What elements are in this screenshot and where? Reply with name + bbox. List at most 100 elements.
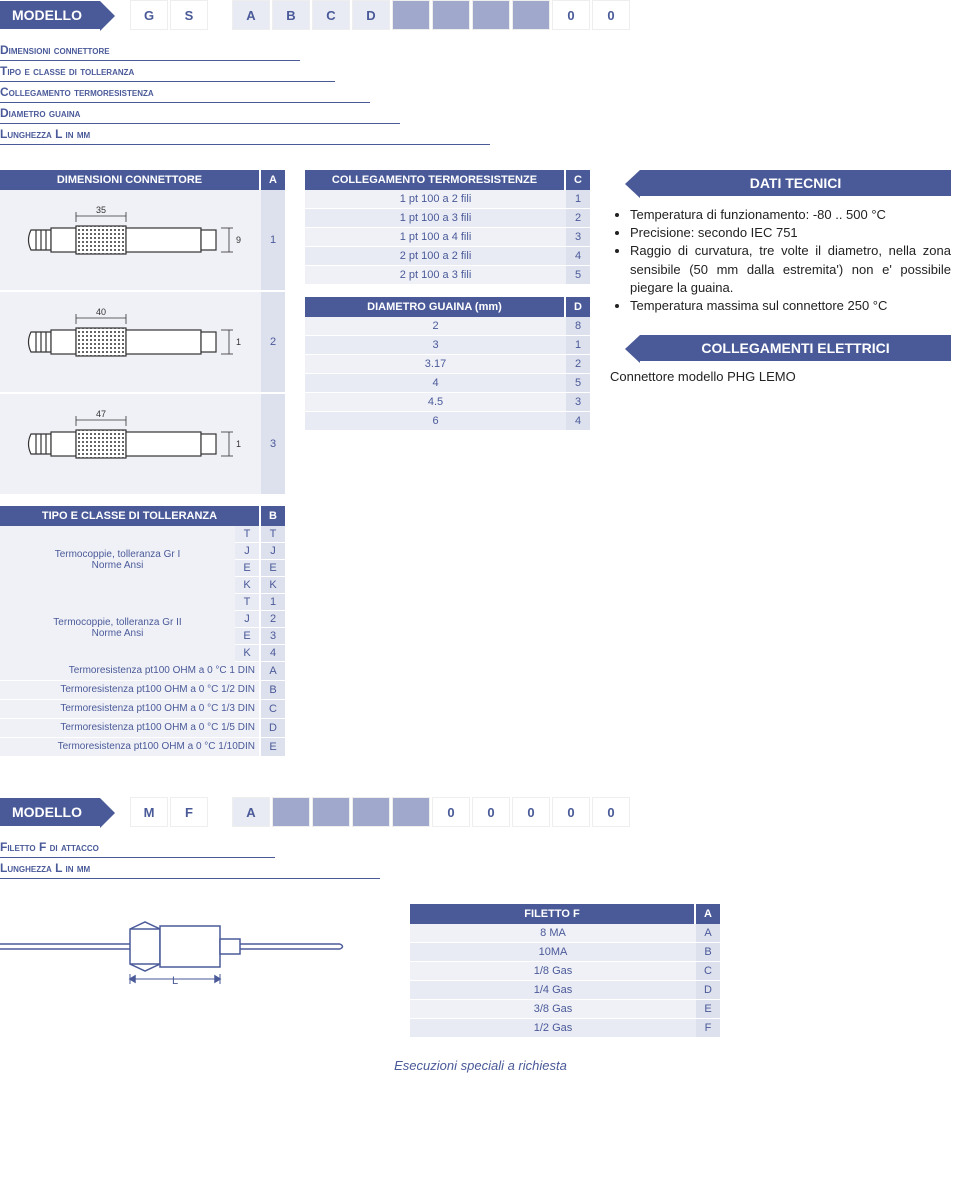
tol-type: J [235, 611, 259, 628]
bullet-item: Raggio di curvatura, tre volte il diamet… [630, 242, 951, 297]
legend-item: Lunghezza L in mm [0, 858, 380, 879]
tol-header: TIPO E CLASSE DI TOLLERANZA B [0, 506, 285, 526]
model-label: MODELLO [0, 1, 100, 29]
svg-text:40: 40 [95, 307, 105, 317]
model-cell: C [312, 0, 350, 30]
tol-single-row: Termoresistenza pt100 OHM a 0 °C 1 DINA [0, 662, 285, 681]
tol-row: KK [235, 577, 285, 594]
table-row: 1 pt 100 a 3 fili2 [305, 209, 590, 228]
dati-tecnici-list: Temperatura di funzionamento: -80 .. 500… [610, 196, 951, 335]
svg-text:35: 35 [95, 205, 105, 215]
filetto-header: FILETTO F A [410, 904, 720, 924]
table-code: 8 [566, 317, 590, 336]
conn-code: 3 [261, 394, 285, 494]
bullet-item: Precisione: secondo IEC 751 [630, 224, 951, 242]
bullet-item: Temperatura di funzionamento: -80 .. 500… [630, 206, 951, 224]
tol-single-row: Termoresistenza pt100 OHM a 0 °C 1/2 DIN… [0, 681, 285, 700]
model-cell [472, 0, 510, 30]
model-cells-1: GSABCD00 [130, 0, 630, 30]
table-value: 3 [305, 336, 566, 355]
tol-code: J [261, 543, 285, 560]
table-row: 4.53 [305, 393, 590, 412]
table-value: 3/8 Gas [410, 1000, 696, 1019]
table-value: 10MA [410, 943, 696, 962]
footer-note: Esecuzioni speciali a richiesta [0, 1058, 961, 1073]
table-row: 45 [305, 374, 590, 393]
table-value: 2 pt 100 a 2 fili [305, 247, 566, 266]
model-cells-2: MFA00000 [130, 797, 630, 827]
tol-header-text: TIPO E CLASSE DI TOLLERANZA [0, 506, 259, 526]
fitting-diagram: L [0, 904, 350, 989]
model-cell: 0 [432, 797, 470, 827]
tol-code: K [261, 577, 285, 594]
tol-row: EE [235, 560, 285, 577]
connector-diagram: 35 9,5 [21, 200, 241, 280]
table-value: 1 pt 100 a 3 fili [305, 209, 566, 228]
table-row: 3/8 GasE [410, 1000, 720, 1019]
table-row: 1/4 GasD [410, 981, 720, 1000]
table-row: 31 [305, 336, 590, 355]
tol-single-code: A [261, 662, 285, 681]
table-value: 1 pt 100 a 2 fili [305, 190, 566, 209]
table-row: 28 [305, 317, 590, 336]
legend-item: Dimensioni connettore [0, 40, 300, 61]
colleg-header-text: COLLEGAMENTO TERMORESISTENZE [305, 170, 564, 190]
table-row: 3.172 [305, 355, 590, 374]
tol-single-row: Termoresistenza pt100 OHM a 0 °C 1/5 DIN… [0, 719, 285, 738]
tol-row: J2 [235, 611, 285, 628]
table-row: 2 pt 100 a 3 fili5 [305, 266, 590, 285]
tol-type: E [235, 560, 259, 577]
tol-code: 1 [261, 594, 285, 611]
table-code: 4 [566, 412, 590, 431]
conn-row: 35 9,5 1 [0, 190, 285, 290]
table-code: 2 [566, 355, 590, 374]
table-code: 2 [566, 209, 590, 228]
legend-item: Filetto F di attacco [0, 837, 275, 858]
tol-body: Termocoppie, tolleranza Gr INorme AnsiTT… [0, 526, 285, 757]
tol-group: Termocoppie, tolleranza Gr INorme AnsiTT… [0, 526, 285, 594]
tol-code: 3 [261, 628, 285, 645]
conn-code: 1 [261, 190, 285, 290]
table-code: 5 [566, 374, 590, 393]
model-cell: A [232, 0, 270, 30]
tol-single-label: Termoresistenza pt100 OHM a 0 °C 1/10DIN [0, 738, 259, 757]
table-value: 4.5 [305, 393, 566, 412]
model-cell: F [170, 797, 208, 827]
model-cell: B [272, 0, 310, 30]
bullet-item: Temperatura massima sul connettore 250 °… [630, 297, 951, 315]
model-cell: 0 [552, 0, 590, 30]
tol-group: Termocoppie, tolleranza Gr IINorme AnsiT… [0, 594, 285, 662]
table-code: 3 [566, 393, 590, 412]
model-cell [392, 797, 430, 827]
legend-item: Tipo e classe di tolleranza [0, 61, 335, 82]
model-cell [512, 0, 550, 30]
svg-text:L: L [172, 975, 178, 987]
model-cell [352, 797, 390, 827]
model-cell: M [130, 797, 168, 827]
dim-conn-header-text: DIMENSIONI CONNETTORE [0, 170, 259, 190]
svg-text:47: 47 [95, 409, 105, 419]
diam-header-code: D [566, 297, 590, 317]
table-row: 1/2 GasF [410, 1019, 720, 1038]
table-value: 1/4 Gas [410, 981, 696, 1000]
diam-header-text: DIAMETRO GUAINA (mm) [305, 297, 564, 317]
table-value: 3.17 [305, 355, 566, 374]
dim-conn-header-code: A [261, 170, 285, 190]
colleg-table: 1 pt 100 a 2 fili11 pt 100 a 3 fili21 pt… [305, 190, 590, 285]
legend-item: Collegamento termoresistenza [0, 82, 370, 103]
tol-type: K [235, 645, 259, 662]
table-code: D [696, 981, 720, 1000]
legend-2: Filetto F di attaccoLunghezza L in mm [0, 837, 961, 879]
model-cell [312, 797, 350, 827]
svg-text:16,5: 16,5 [236, 439, 241, 449]
tol-single-label: Termoresistenza pt100 OHM a 0 °C 1/5 DIN [0, 719, 259, 738]
model-cell [432, 0, 470, 30]
model-label-2: MODELLO [0, 798, 100, 826]
model-cell: 0 [592, 0, 630, 30]
table-value: 4 [305, 374, 566, 393]
filetto-table: 8 MAA10MAB1/8 GasC1/4 GasD3/8 GasE1/2 Ga… [410, 924, 720, 1038]
model-cell: 0 [472, 797, 510, 827]
tol-single-code: E [261, 738, 285, 757]
tol-header-code: B [261, 506, 285, 526]
filetto-header-code: A [696, 904, 720, 924]
